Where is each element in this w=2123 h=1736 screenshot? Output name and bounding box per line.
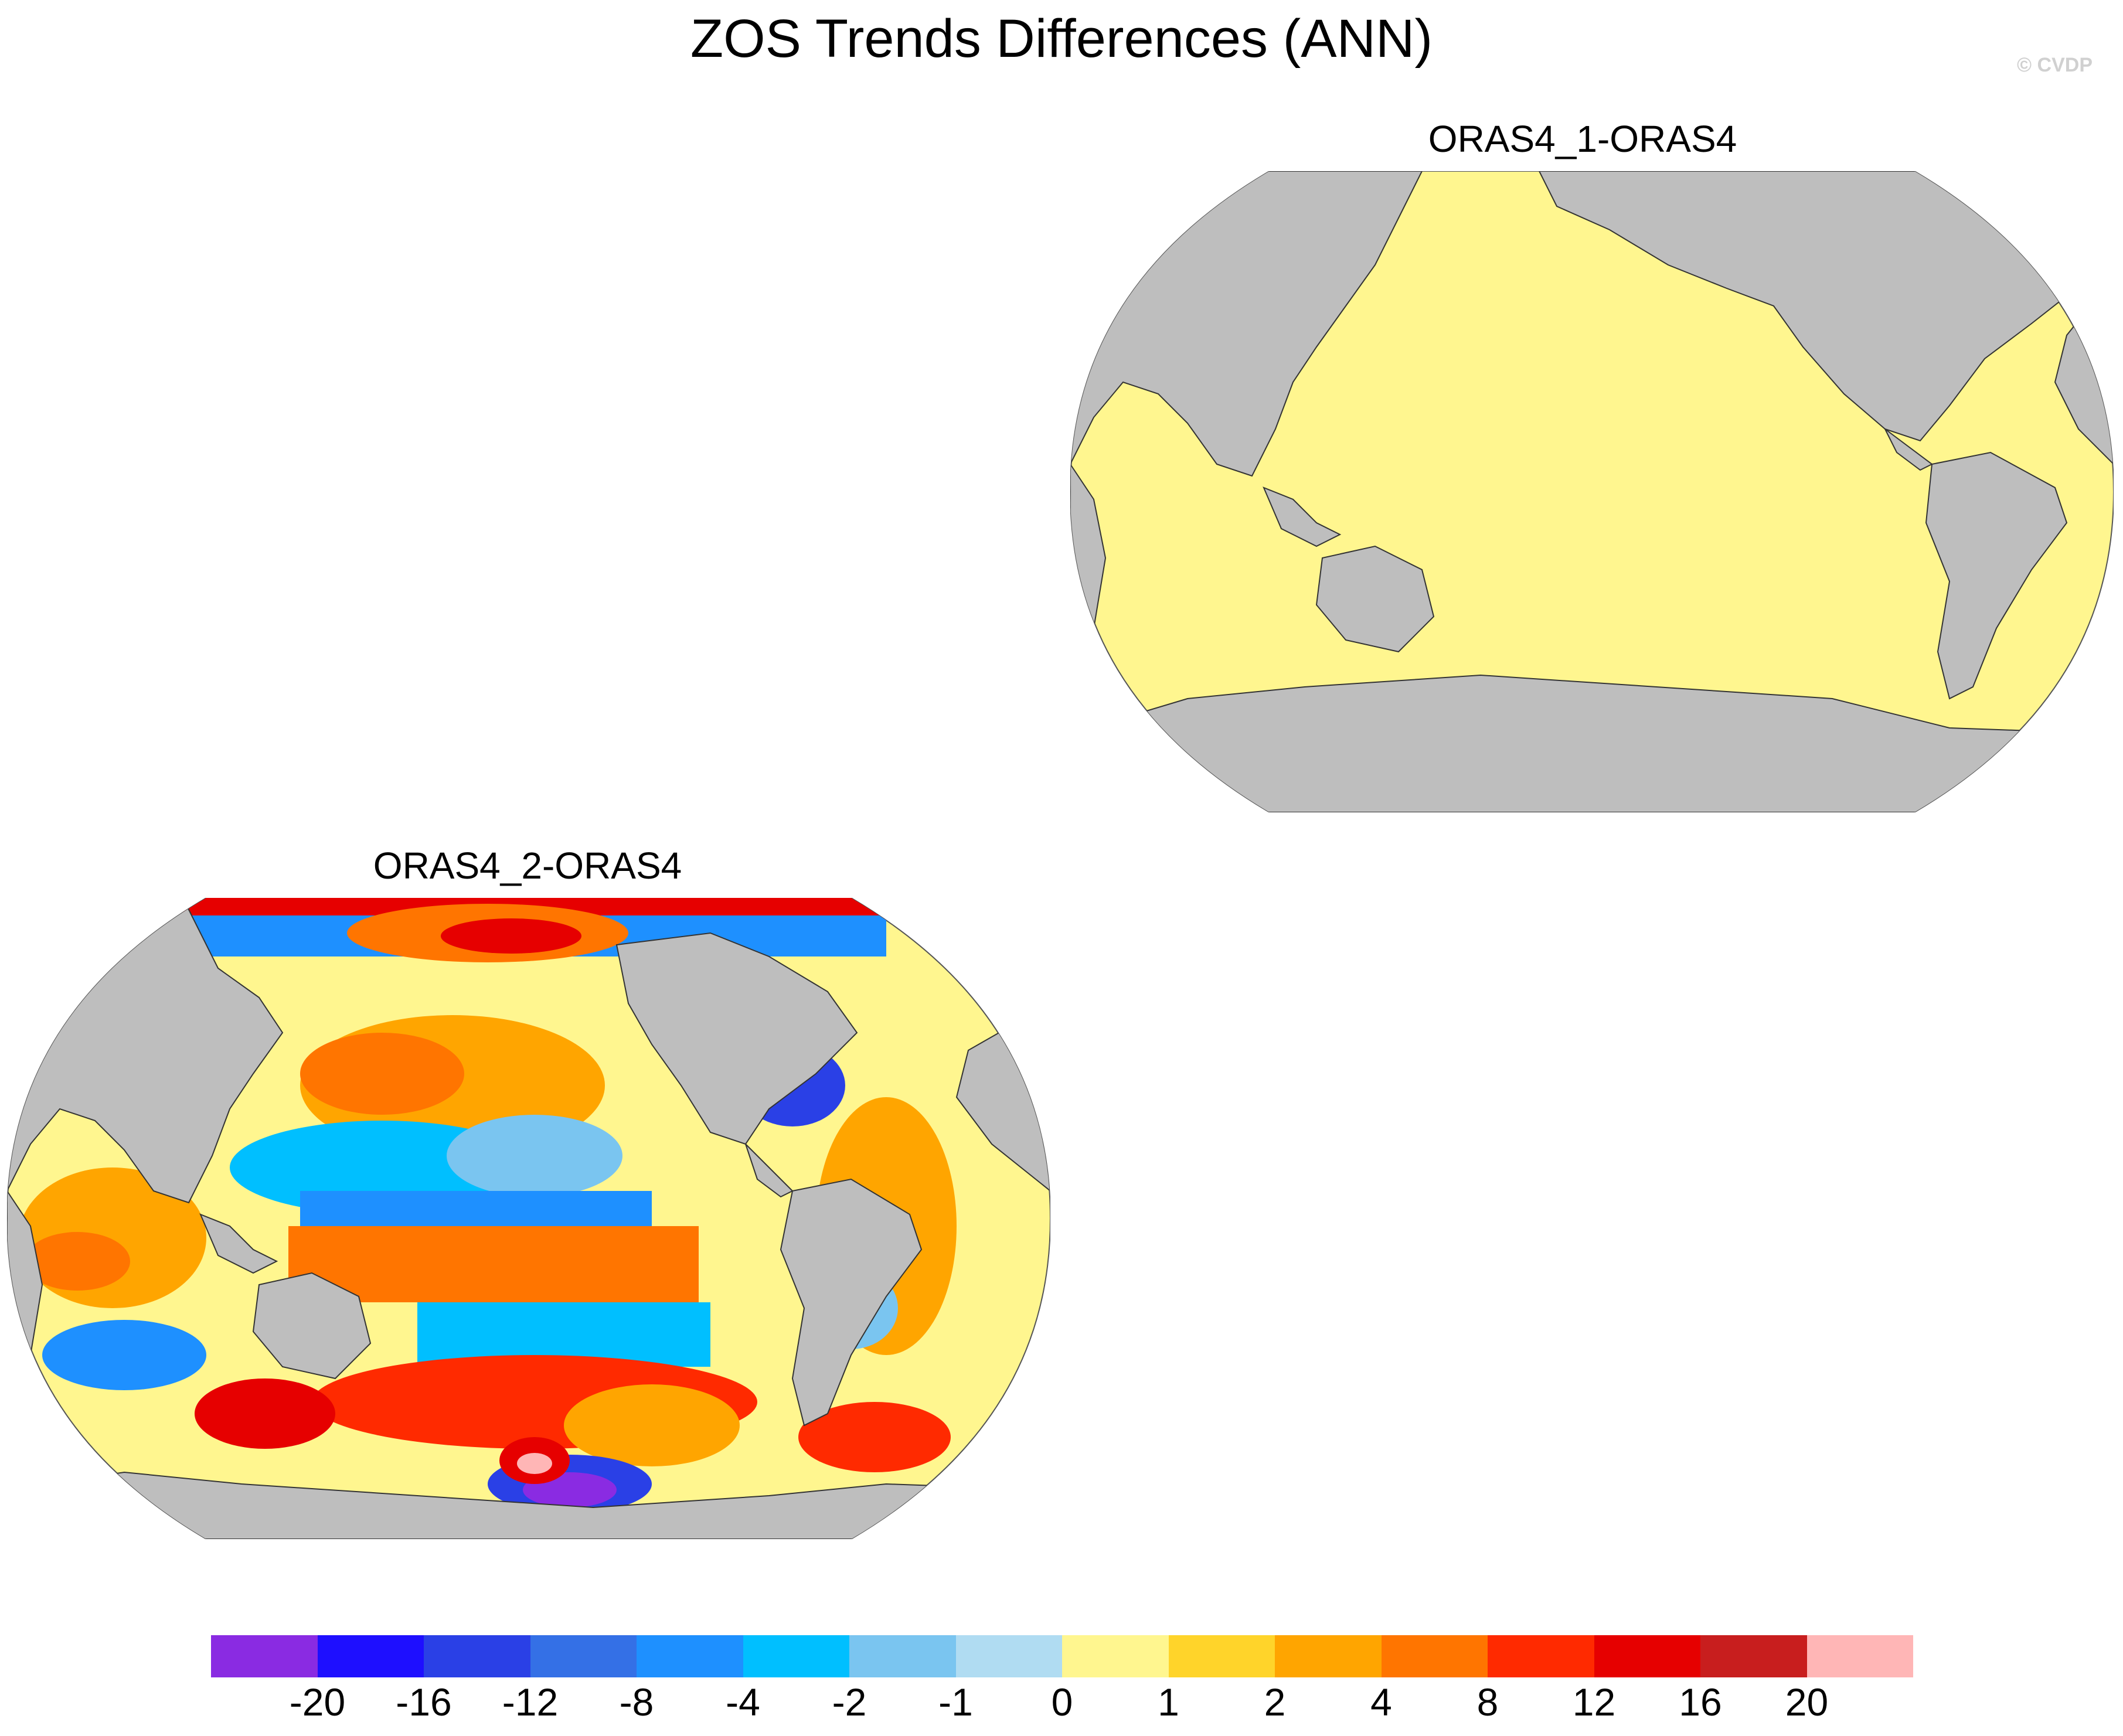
- colorbar-tick-label: 20: [1785, 1680, 1829, 1724]
- land-north-america: [615, 932, 858, 1145]
- land-indonesia: [199, 1213, 278, 1274]
- land-australia: [1315, 545, 1435, 653]
- anomaly-indian-red: [25, 1232, 130, 1291]
- colorbar-swatch: [637, 1635, 743, 1677]
- panel1-title: ORAS4_1-ORAS4: [1428, 118, 1737, 160]
- colorbar-labels: -20 -16 -12 -8 -4 -2 -1 0 1 2 4 8 12 16 20: [211, 1680, 1913, 1727]
- copyright-label: © CVDP: [2017, 54, 2093, 76]
- colorbar-swatch: [1275, 1635, 1382, 1677]
- anomaly-north-pacific-lightblue: [447, 1115, 622, 1197]
- land-central-america: [1884, 428, 1933, 471]
- colorbar-tick-label: 4: [1370, 1680, 1392, 1724]
- anomaly-south-indian-red: [195, 1378, 335, 1449]
- colorbar-swatch: [317, 1635, 424, 1677]
- colorbar-tick-label: -1: [938, 1680, 973, 1724]
- colorbar-swatch: [1381, 1635, 1488, 1677]
- colorbar-swatch: [424, 1635, 530, 1677]
- land-south-america: [780, 1178, 923, 1427]
- colorbar-tick-label: 2: [1264, 1680, 1286, 1724]
- figure-title: ZOS Trends Differences (ANN): [690, 9, 1433, 69]
- anomaly-equatorial-blue: [300, 1191, 652, 1226]
- colorbar-swatch: [1806, 1635, 1913, 1677]
- colorbar-tick-label: -4: [726, 1680, 760, 1724]
- colorbar-tick-label: 16: [1679, 1680, 1722, 1724]
- anomaly-indian-blue: [42, 1320, 206, 1390]
- colorbar-tick-label: 12: [1572, 1680, 1616, 1724]
- land-australia: [252, 1272, 372, 1380]
- land-south-america: [1925, 451, 2068, 700]
- colorbar-tick-label: -12: [502, 1680, 559, 1724]
- anomaly-south-pacific-orange: [564, 1384, 740, 1466]
- anomaly-south-atlantic-red: [798, 1402, 951, 1472]
- colorbar-swatch: [1594, 1635, 1700, 1677]
- colorbar-tick-label: -2: [832, 1680, 867, 1724]
- colorbar-swatch: [1488, 1635, 1594, 1677]
- colorbar-tick-label: -16: [396, 1680, 452, 1724]
- colorbar-tick-label: 1: [1158, 1680, 1179, 1724]
- anomaly-arctic-core: [441, 918, 581, 954]
- panel2-title: ORAS4_2-ORAS4: [373, 845, 682, 887]
- colorbar: [211, 1635, 1913, 1677]
- anomaly-north-pacific-red: [300, 1033, 464, 1115]
- land-antarctica: [1070, 674, 2114, 812]
- anomaly-southern-pink: [517, 1453, 552, 1474]
- land-indonesia: [1263, 486, 1342, 547]
- colorbar-swatch: [849, 1635, 956, 1677]
- map-panel-oras4-1: [1070, 171, 2114, 812]
- colorbar-swatch: [211, 1635, 318, 1677]
- map-panel-oras4-2: [7, 898, 1050, 1539]
- colorbar-tick-label: -20: [289, 1680, 346, 1724]
- colorbar-tick-label: 0: [1051, 1680, 1073, 1724]
- colorbar-swatch: [1168, 1635, 1275, 1677]
- colorbar-swatch: [1700, 1635, 1807, 1677]
- colorbar-tick-label: -8: [619, 1680, 654, 1724]
- anomaly-equatorial-orange: [288, 1226, 699, 1302]
- colorbar-swatch: [1062, 1635, 1169, 1677]
- land-central-america: [745, 1143, 794, 1198]
- colorbar-swatch: [530, 1635, 637, 1677]
- colorbar-tick-label: 8: [1476, 1680, 1499, 1724]
- colorbar-swatch: [955, 1635, 1062, 1677]
- colorbar-swatch: [743, 1635, 849, 1677]
